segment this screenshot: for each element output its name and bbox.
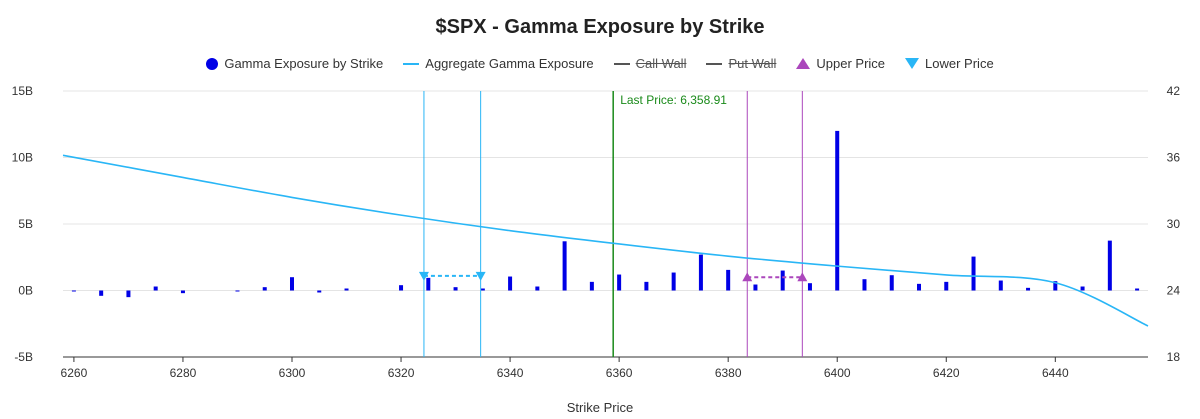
- gamma-bar: [289, 277, 294, 291]
- gamma-bar: [180, 290, 185, 294]
- gamma-bar: [153, 286, 158, 291]
- y2-tick-label: 42: [1167, 84, 1181, 98]
- legend-item-gamma-exposure-by-strike[interactable]: Gamma Exposure by Strike: [206, 56, 383, 71]
- gamma-bar: [1053, 281, 1058, 291]
- gamma-bar: [1080, 286, 1085, 291]
- legend-item-lower-price[interactable]: Lower Price: [905, 56, 994, 71]
- y2-tick-label: 30: [1167, 217, 1181, 231]
- legend-label: Call Wall: [635, 56, 687, 71]
- triangle-up-icon: [796, 58, 811, 69]
- x-tick-label: 6300: [279, 366, 306, 380]
- legend-label: Upper Price: [816, 56, 886, 71]
- gamma-bar: [698, 254, 703, 291]
- gamma-bar: [317, 290, 322, 293]
- line-marker-icon: [403, 62, 420, 65]
- gamma-bar: [726, 269, 731, 291]
- y2-tick-label: 24: [1167, 284, 1181, 298]
- circle-marker-icon: [206, 57, 219, 70]
- x-tick-label: 6280: [170, 366, 197, 380]
- gamma-bar: [126, 290, 131, 298]
- upper-price-marker: [797, 272, 808, 282]
- upper-price-marker: [742, 272, 753, 282]
- gamma-bar: [399, 285, 404, 291]
- x-tick-label: 6320: [388, 366, 415, 380]
- y-tick-label: 10B: [12, 151, 33, 165]
- gamma-bar: [235, 290, 240, 292]
- x-axis-label: Strike Price: [566, 400, 634, 415]
- gamma-bar: [807, 283, 812, 291]
- last-price-label: Last Price: 6,358.91: [620, 93, 727, 107]
- gamma-bar: [835, 130, 840, 291]
- gamma-bar: [889, 275, 894, 291]
- gamma-bar: [671, 272, 676, 291]
- gamma-bar: [1026, 287, 1031, 291]
- y-tick-label: 0B: [18, 284, 33, 298]
- line-marker-icon: [613, 62, 630, 65]
- gamma-bar: [1135, 288, 1140, 291]
- lower-price-marker: [475, 271, 486, 281]
- gamma-bar: [453, 287, 458, 291]
- gamma-bar: [535, 286, 540, 291]
- gamma-bar: [780, 270, 785, 291]
- gamma-bar: [862, 279, 867, 291]
- y2-tick-label: 36: [1167, 151, 1181, 165]
- x-tick-label: 6260: [61, 366, 88, 380]
- x-tick-label: 6380: [715, 366, 742, 380]
- y-tick-label: 5B: [18, 217, 33, 231]
- x-tick-label: 6340: [497, 366, 524, 380]
- gamma-bar: [917, 283, 922, 291]
- legend-label: Aggregate Gamma Exposure: [425, 56, 594, 71]
- chart-legend: Gamma Exposure by Strike Aggregate Gamma …: [0, 56, 1200, 71]
- x-tick-label: 6420: [933, 366, 960, 380]
- gamma-bar: [426, 277, 431, 291]
- legend-label: Lower Price: [925, 56, 994, 71]
- y-tick-label: 15B: [12, 84, 33, 98]
- gamma-bar: [753, 284, 758, 291]
- line-marker-icon: [706, 62, 723, 65]
- legend-item-put-wall[interactable]: Put Wall: [706, 56, 776, 71]
- chart-title: $SPX - Gamma Exposure by Strike: [435, 16, 765, 38]
- gamma-bar: [1107, 240, 1112, 291]
- gamma-bar: [344, 288, 349, 291]
- gamma-bar: [508, 276, 513, 291]
- legend-item-call-wall[interactable]: Call Wall: [613, 56, 687, 71]
- legend-item-aggregate-gamma-exposure[interactable]: Aggregate Gamma Exposure: [403, 56, 594, 71]
- aggregate-gamma-line: [62, 154, 1149, 327]
- lower-price-marker: [418, 271, 429, 281]
- legend-item-upper-price[interactable]: Upper Price: [796, 56, 885, 71]
- gamma-bar: [562, 241, 567, 291]
- legend-label: Gamma Exposure by Strike: [224, 56, 384, 71]
- y-tick-label: -5B: [14, 350, 33, 364]
- gamma-bar: [71, 290, 76, 292]
- gamma-bar: [998, 280, 1003, 291]
- gamma-bar: [944, 281, 949, 291]
- x-tick-label: 6360: [606, 366, 633, 380]
- gamma-bar: [262, 287, 267, 291]
- x-tick-label: 6400: [824, 366, 851, 380]
- gamma-bar: [99, 290, 104, 296]
- y2-tick-label: 18: [1167, 350, 1181, 364]
- x-tick-label: 6440: [1042, 366, 1069, 380]
- gamma-bar: [971, 256, 976, 291]
- triangle-down-icon: [905, 58, 920, 69]
- gamma-bar: [617, 274, 622, 291]
- legend-label: Put Wall: [728, 56, 777, 71]
- gamma-bar: [480, 288, 485, 291]
- gamma-bar: [644, 281, 649, 291]
- gamma-bar: [589, 281, 594, 291]
